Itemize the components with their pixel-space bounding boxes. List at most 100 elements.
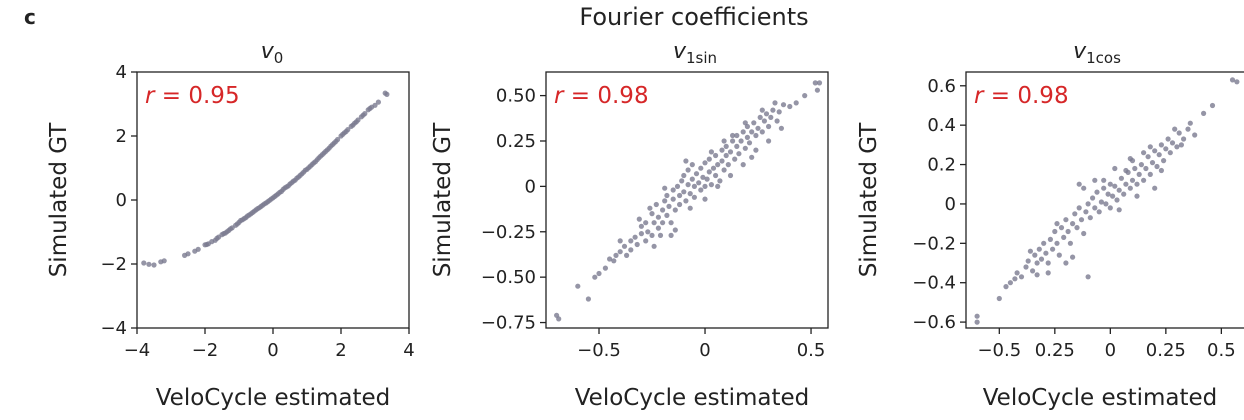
- data-point: [721, 138, 727, 144]
- data-point: [660, 220, 666, 226]
- data-point: [1058, 225, 1065, 231]
- data-point: [234, 221, 240, 227]
- data-point: [1003, 284, 1009, 290]
- data-point: [732, 156, 738, 162]
- data-point: [1185, 126, 1191, 132]
- data-point: [677, 192, 683, 199]
- y-axis-label: Simulated GT: [46, 122, 72, 278]
- data-point: [375, 99, 381, 105]
- y-tick-label: 0: [525, 176, 536, 197]
- data-point: [698, 165, 704, 171]
- data-point: [1067, 240, 1073, 246]
- y-tick-label: 0.50: [496, 86, 536, 107]
- x-tick-label: 0.5: [1207, 340, 1236, 361]
- data-point: [715, 183, 721, 189]
- data-point: [974, 319, 980, 325]
- data-point: [770, 107, 776, 113]
- y-tick-label: 0: [116, 190, 127, 211]
- data-point: [696, 180, 702, 186]
- data-point: [719, 158, 725, 164]
- y-tick-label: −0.2: [912, 233, 956, 254]
- data-point: [647, 205, 653, 211]
- data-point: [146, 261, 152, 267]
- data-point: [258, 203, 264, 209]
- data-point: [668, 220, 674, 226]
- data-point: [1138, 162, 1144, 168]
- data-point: [691, 194, 698, 200]
- data-point: [1032, 252, 1038, 258]
- data-point: [1054, 240, 1060, 246]
- data-point: [693, 171, 700, 177]
- x-tick-label: 0.5: [797, 340, 826, 361]
- scatter-points: [554, 80, 823, 322]
- scatter-points: [141, 90, 390, 268]
- y-tick-label: 0: [945, 194, 956, 215]
- data-point: [621, 243, 628, 249]
- y-tick-label: −0.25: [481, 222, 536, 243]
- y-tick-label: −4: [100, 318, 127, 339]
- data-point: [670, 196, 676, 202]
- data-point: [1083, 209, 1089, 215]
- data-point: [1145, 154, 1151, 160]
- data-point: [708, 182, 715, 188]
- data-point: [723, 143, 729, 149]
- data-point: [1158, 142, 1164, 148]
- data-point: [1176, 130, 1182, 136]
- x-tick-label: 0.25: [1035, 340, 1075, 361]
- data-point: [1085, 201, 1091, 207]
- data-point: [660, 207, 666, 213]
- correlation-label: r = 0.98: [974, 83, 1069, 109]
- data-point: [248, 211, 254, 217]
- data-point: [1052, 228, 1058, 235]
- data-point: [613, 252, 619, 258]
- data-point: [241, 216, 247, 222]
- data-point: [1034, 260, 1040, 266]
- data-point: [306, 165, 312, 171]
- data-point: [1101, 185, 1107, 191]
- data-point: [1129, 177, 1136, 183]
- data-point: [645, 229, 651, 235]
- data-point: [1123, 167, 1129, 174]
- data-point: [715, 162, 721, 168]
- data-point: [655, 225, 662, 231]
- data-point: [734, 132, 740, 139]
- scatter-panel-v1sin: v1sin −0.5 0 0.5 −0.75−0.50−0.2500.250.50 …: [430, 39, 829, 411]
- data-point: [289, 180, 295, 186]
- data-point: [312, 159, 319, 165]
- data-point: [1161, 158, 1167, 164]
- y-tick-label: −0.50: [481, 267, 536, 288]
- data-point: [1105, 191, 1111, 197]
- data-point: [1163, 146, 1169, 152]
- data-point: [151, 262, 157, 268]
- data-point: [687, 205, 693, 211]
- data-point: [624, 252, 630, 258]
- data-point: [1118, 175, 1124, 181]
- data-point: [759, 129, 765, 135]
- data-point: [556, 316, 562, 322]
- data-point: [664, 212, 670, 218]
- data-point: [664, 192, 670, 199]
- data-point: [670, 187, 676, 193]
- data-point: [759, 107, 765, 113]
- data-point: [749, 129, 755, 135]
- data-point: [1014, 270, 1020, 276]
- data-point: [713, 172, 719, 179]
- data-point: [628, 247, 634, 253]
- data-point: [617, 249, 623, 255]
- data-point: [1136, 171, 1142, 177]
- data-point: [717, 178, 723, 184]
- data-point: [655, 214, 662, 220]
- data-point: [1085, 274, 1091, 280]
- data-point: [1081, 185, 1087, 191]
- data-point: [744, 134, 751, 140]
- x-tick-label: 2: [335, 340, 346, 361]
- data-point: [214, 235, 220, 241]
- data-point: [689, 176, 695, 182]
- y-tick-label: 0.2: [927, 155, 956, 176]
- data-point: [1012, 276, 1018, 282]
- y-axis-label: Simulated GT: [856, 122, 882, 278]
- data-point: [668, 232, 674, 238]
- correlation-label: r = 0.95: [145, 83, 240, 109]
- data-point: [649, 232, 655, 238]
